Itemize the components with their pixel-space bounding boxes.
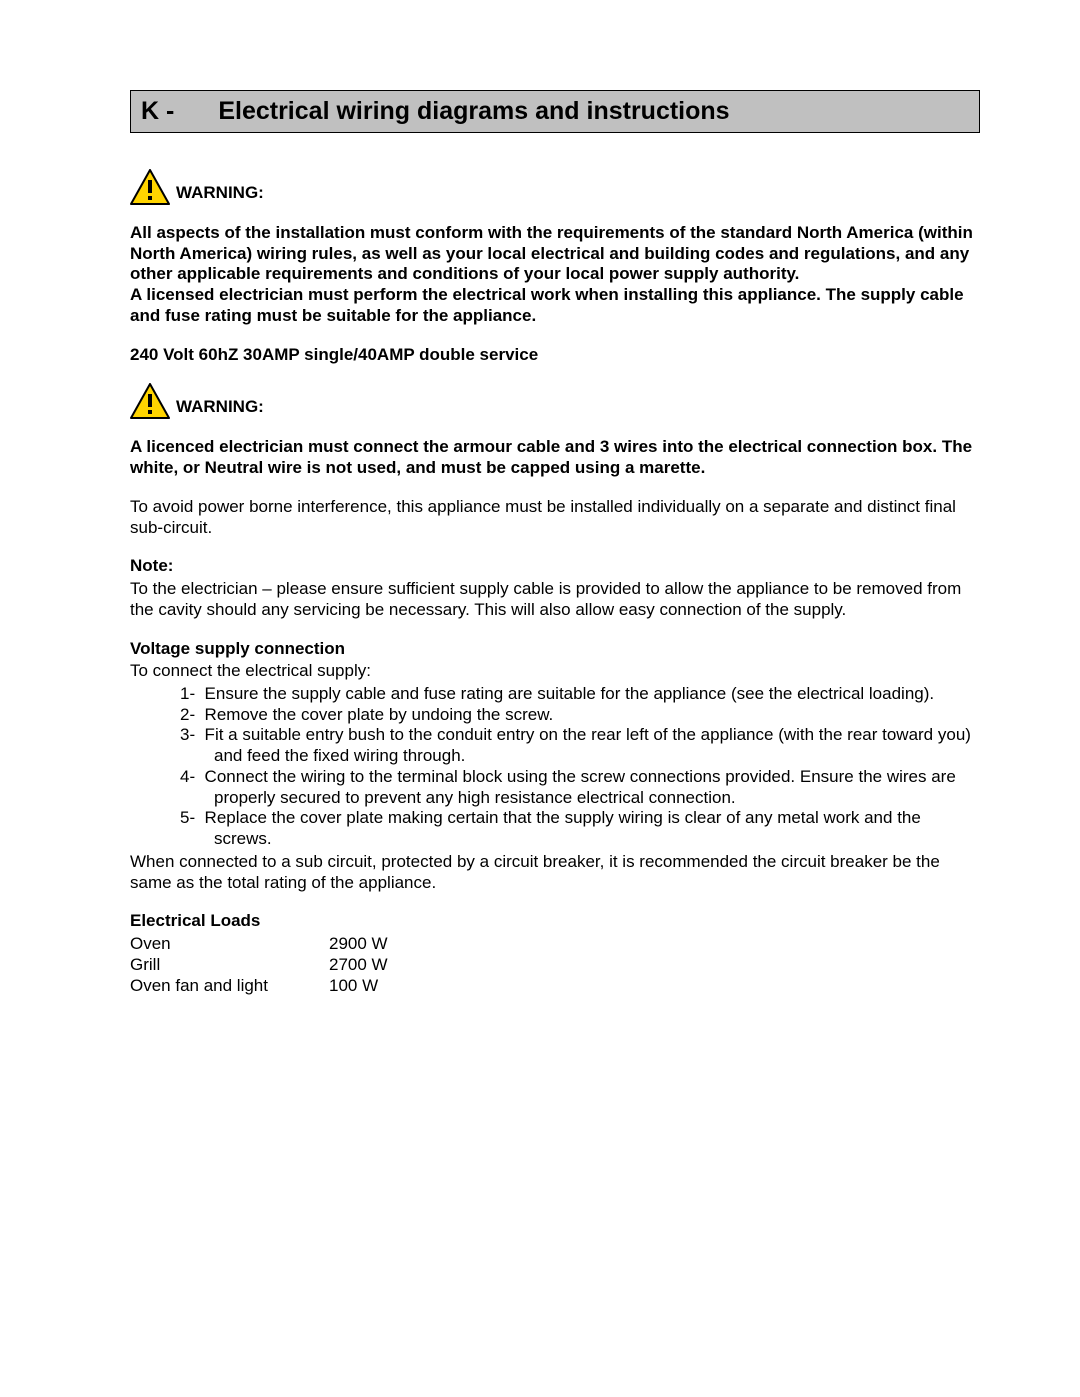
note-label: Note: — [130, 556, 173, 575]
warning-2-label: WARNING: — [176, 397, 264, 419]
load-value: 2700 W — [329, 955, 412, 976]
warning-1-label: WARNING: — [176, 183, 264, 205]
breaker-para: When connected to a sub circuit, protect… — [130, 852, 980, 893]
load-name: Oven — [130, 934, 329, 955]
load-name: Oven fan and light — [130, 976, 329, 997]
load-name: Grill — [130, 955, 329, 976]
table-row: Oven fan and light 100 W — [130, 976, 412, 997]
warning-1-para-1: All aspects of the installation must con… — [130, 223, 980, 285]
voltage-heading: Voltage supply connection — [130, 639, 345, 658]
interference-para: To avoid power borne interference, this … — [130, 497, 980, 538]
table-row: Grill 2700 W — [130, 955, 412, 976]
loads-heading: Electrical Loads — [130, 911, 260, 930]
warning-icon — [130, 169, 170, 205]
load-value: 100 W — [329, 976, 412, 997]
table-row: Oven 2900 W — [130, 934, 412, 955]
step-item: 3- Fit a suitable entry bush to the cond… — [180, 725, 980, 766]
warning-2-para: A licenced electrician must connect the … — [130, 437, 980, 478]
section-letter: K - — [141, 97, 174, 126]
step-item: 5- Replace the cover plate making certai… — [180, 808, 980, 849]
step-item: 1- Ensure the supply cable and fuse rati… — [180, 684, 980, 705]
warning-1: WARNING: — [130, 169, 980, 205]
warning-1-para-2: A licensed electrician must perform the … — [130, 285, 980, 326]
section-header: K - Electrical wiring diagrams and instr… — [130, 90, 980, 133]
step-item: 4- Connect the wiring to the terminal bl… — [180, 767, 980, 808]
warning-2: WARNING: — [130, 383, 980, 419]
steps-list: 1- Ensure the supply cable and fuse rati… — [130, 684, 980, 850]
service-spec: 240 Volt 60hZ 30AMP single/40AMP double … — [130, 345, 980, 366]
load-value: 2900 W — [329, 934, 412, 955]
voltage-intro: To connect the electrical supply: — [130, 661, 980, 682]
step-item: 2- Remove the cover plate by undoing the… — [180, 705, 980, 726]
loads-table: Oven 2900 W Grill 2700 W Oven fan and li… — [130, 934, 412, 996]
note-para: To the electrician – please ensure suffi… — [130, 579, 980, 620]
section-title: Electrical wiring diagrams and instructi… — [218, 97, 729, 126]
warning-icon — [130, 383, 170, 419]
